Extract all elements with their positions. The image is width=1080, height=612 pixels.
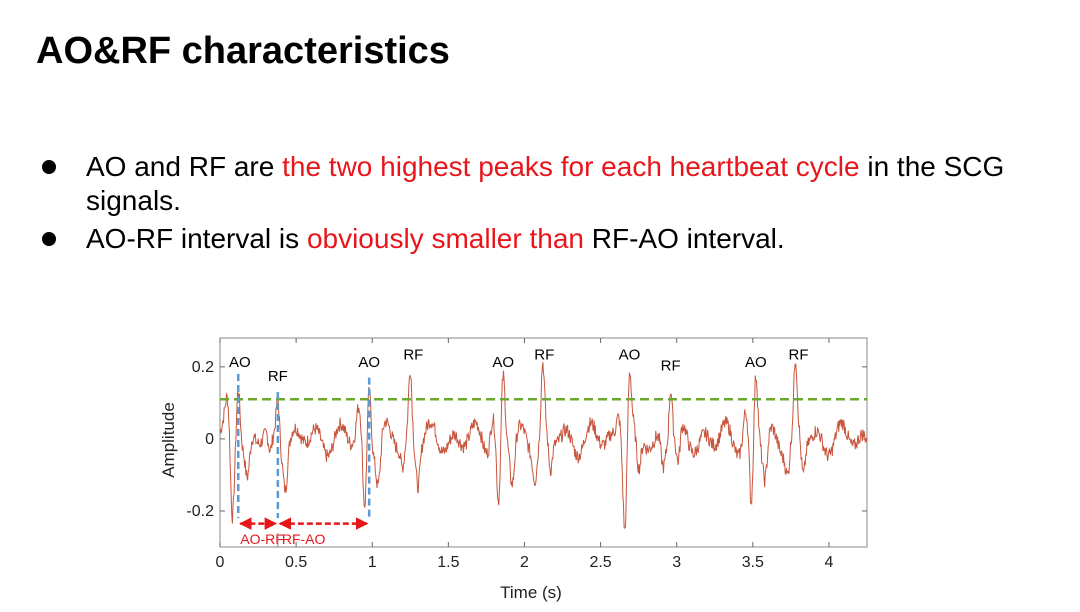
y-tick-label: 0 <box>205 431 214 448</box>
y-tick-label: -0.2 <box>186 503 214 520</box>
y-axis-label: Amplitude <box>159 402 178 478</box>
bullet-dot-icon <box>42 232 56 246</box>
peak-label: AO <box>745 354 767 371</box>
signal-line <box>219 362 868 530</box>
peak-label: RF <box>534 347 554 364</box>
peak-label: RF <box>788 347 808 364</box>
bullet-text-plain: in the SCG signals. <box>86 151 1005 216</box>
peak-label: AO <box>619 347 641 364</box>
interval-label: AO-RF <box>240 531 284 547</box>
x-tick-label: 4 <box>824 554 833 571</box>
x-axis-label: Time (s) <box>500 583 562 602</box>
bullet-text-highlight: the two highest peaks for each heartbeat… <box>282 151 860 182</box>
peak-label: RF <box>268 368 288 385</box>
peak-label: AO <box>492 354 514 371</box>
bullet-text-plain: RF-AO interval. <box>583 223 785 254</box>
peak-label: RF <box>661 357 681 374</box>
bullet-item: AO and RF are the two highest peaks for … <box>40 150 1060 218</box>
bullet-text-plain: AO-RF interval is <box>86 223 307 254</box>
bullet-list: AO and RF are the two highest peaks for … <box>40 150 1060 260</box>
peak-label: RF <box>403 347 423 364</box>
interval-label: RF-AO <box>282 531 326 547</box>
peak-label: AO <box>229 354 251 371</box>
y-tick-label: 0.2 <box>192 359 214 376</box>
x-tick-label: 3.5 <box>742 554 764 571</box>
x-tick-label: 1 <box>368 554 377 571</box>
x-tick-label: 2.5 <box>589 554 611 571</box>
bullet-dot-icon <box>42 160 56 174</box>
scg-chart-svg: Amplitude Time (s) 0 0.5 1 1.5 2 2.5 3 3.5 4 -0.2… <box>159 337 868 602</box>
peak-label: AO <box>358 354 380 371</box>
x-tick-label: 1.5 <box>437 554 459 571</box>
x-tick-label: 0.5 <box>285 554 307 571</box>
bullet-item: AO-RF interval is obviously smaller than… <box>40 222 1060 256</box>
x-tick-label: 3 <box>672 554 681 571</box>
bullet-text-highlight: obviously smaller than <box>306 223 584 254</box>
x-tick-label: 2 <box>520 554 529 571</box>
slide-title: AO&RF characteristics <box>36 30 450 72</box>
bullet-text-plain: AO and RF are <box>86 151 283 182</box>
scg-chart: Amplitude Time (s) 0 0.5 1 1.5 2 2.5 3 3.5 4 -0.2… <box>140 330 880 607</box>
x-tick-label: 0 <box>216 554 225 571</box>
